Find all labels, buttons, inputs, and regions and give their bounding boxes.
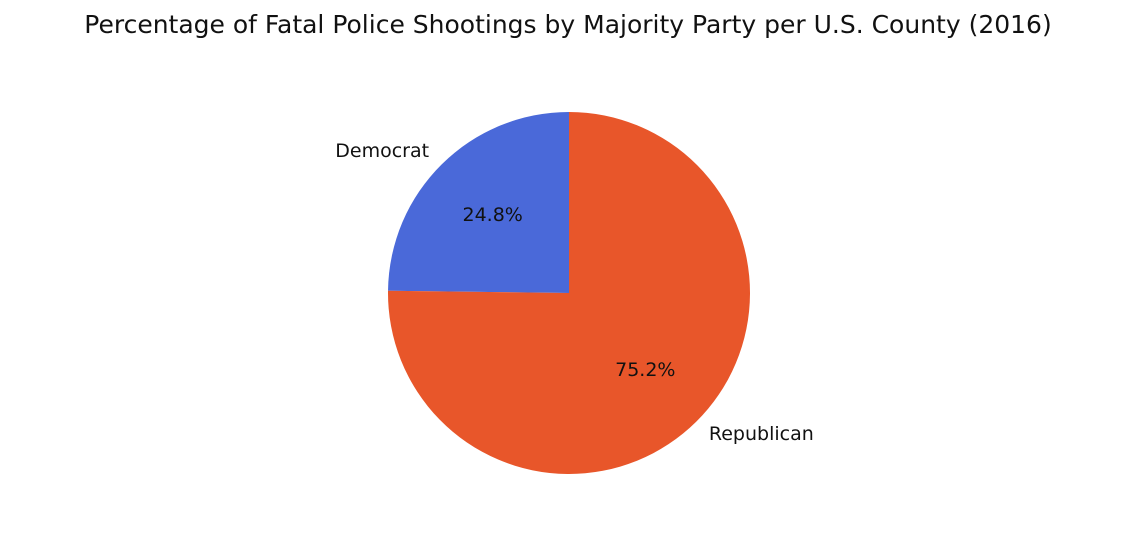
- pct-label-democrat: 24.8%: [463, 204, 523, 226]
- pie-slice-democrat: [388, 112, 569, 293]
- slice-label-democrat: Democrat: [335, 140, 429, 162]
- pct-label-republican: 75.2%: [615, 359, 675, 381]
- pie-slices: [387, 112, 750, 475]
- slice-label-republican: Republican: [709, 423, 814, 445]
- pie-slice-republican: [387, 112, 750, 475]
- pie-labels: Democrat 24.8% Republican 75.2%: [335, 140, 813, 445]
- chart-title: Percentage of Fatal Police Shootings by …: [84, 10, 1051, 39]
